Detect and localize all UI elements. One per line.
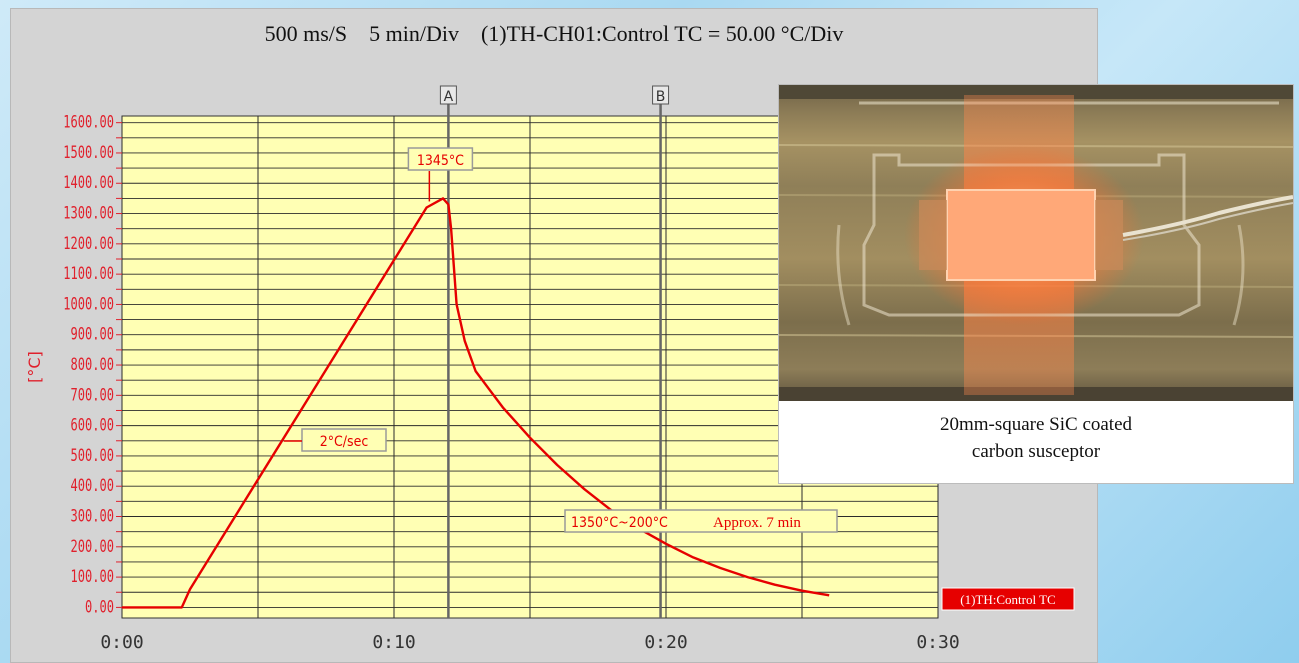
y-tick-label: 1600.00 bbox=[63, 113, 114, 133]
peak-annotation: 1345°C bbox=[417, 153, 464, 169]
photo-card: 20mm-square SiC coated carbon susceptor bbox=[778, 84, 1294, 484]
x-tick-label: 0:00 bbox=[100, 632, 143, 653]
y-tick-label: 200.00 bbox=[71, 537, 114, 557]
y-axis-label: [°C] bbox=[25, 351, 44, 383]
cursor-label-box bbox=[652, 85, 670, 105]
x-tick-label: 0:30 bbox=[916, 632, 959, 653]
time-div: 5 min/Div bbox=[369, 21, 459, 46]
y-tick-label: 700.00 bbox=[71, 385, 114, 405]
x-tick-label: 0:20 bbox=[644, 632, 687, 653]
y-tick-label: 300.00 bbox=[71, 507, 114, 527]
y-tick-label: 1000.00 bbox=[63, 294, 114, 314]
series-line bbox=[122, 197, 830, 609]
caption-line-1: 20mm-square SiC coated bbox=[939, 414, 1133, 435]
y-tick-label: 400.00 bbox=[71, 476, 114, 496]
photo-caption: 20mm-square SiC coated carbon susceptor bbox=[779, 411, 1293, 465]
y-tick-label: 1500.00 bbox=[63, 143, 114, 163]
y-tick-label: 500.00 bbox=[71, 446, 114, 466]
ramp-rate-annotation: 2°C/sec bbox=[320, 434, 369, 450]
legend-box bbox=[941, 587, 1075, 611]
sample-rate: 500 ms/S bbox=[264, 21, 348, 46]
y-tick-label: 1200.00 bbox=[63, 234, 114, 254]
cursor-label-box bbox=[439, 85, 457, 105]
y-tick-label: 800.00 bbox=[71, 355, 114, 375]
peak-annotation-box bbox=[407, 147, 474, 171]
chart-header: 500 ms/S 5 min/Div (1)TH-CH01:Control TC… bbox=[10, 21, 1098, 47]
x-tick-label: 0:10 bbox=[372, 632, 415, 653]
y-tick-label: 1100.00 bbox=[63, 264, 114, 284]
susceptor-photo bbox=[779, 85, 1293, 401]
cooling-duration-label: Approx. 7 min bbox=[713, 515, 801, 531]
ramp-rate-annotation-box bbox=[301, 428, 387, 452]
y-tick-label: 1400.00 bbox=[63, 173, 114, 193]
y-tick-label: 900.00 bbox=[71, 325, 114, 345]
y-tick-label: 100.00 bbox=[71, 567, 114, 587]
cooling-annotation-box bbox=[564, 509, 838, 533]
cursor-label-b: B bbox=[656, 89, 666, 105]
susceptor-illustration bbox=[779, 85, 1293, 401]
channel-info: (1)TH-CH01:Control TC = 50.00 °C/Div bbox=[480, 21, 844, 46]
caption-line-2: carbon susceptor bbox=[971, 441, 1101, 462]
cooling-range-label: 1350°C~200°C bbox=[571, 515, 668, 531]
y-tick-label: 0.00 bbox=[85, 597, 114, 617]
legend-label: (1)TH:Control TC bbox=[960, 592, 1055, 607]
y-tick-label: 1300.00 bbox=[63, 204, 114, 224]
y-tick-label: 600.00 bbox=[71, 416, 114, 436]
cursor-label-a: A bbox=[444, 89, 454, 105]
